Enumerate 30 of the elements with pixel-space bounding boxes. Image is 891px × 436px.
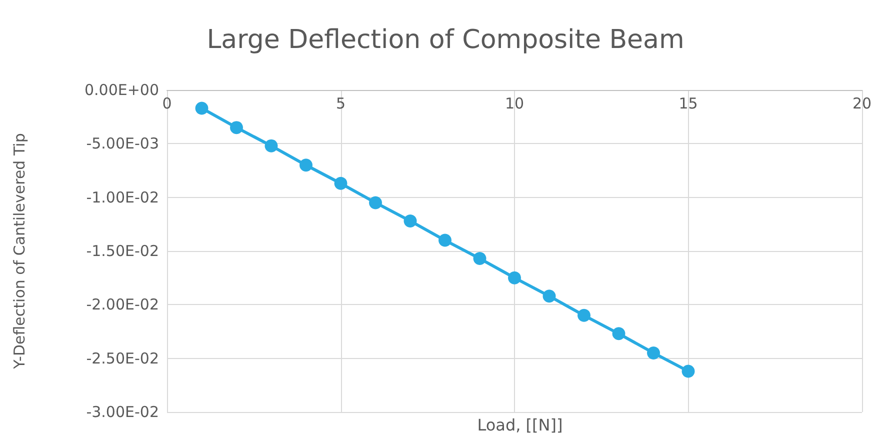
- point: [404, 214, 417, 228]
- y-tick-label: -2.50E-02: [86, 349, 159, 368]
- point: [647, 346, 660, 360]
- point: [195, 102, 208, 115]
- y-tick-label: 0.00E+00: [84, 81, 159, 99]
- x-tick-label: 20: [852, 94, 872, 112]
- y-axis-title: Y-Deflection of Cantilevered Tip: [10, 133, 28, 370]
- point: [473, 252, 486, 266]
- x-tick-label: 10: [504, 94, 524, 112]
- y-tick-label: -2.00E-02: [86, 296, 159, 314]
- point: [230, 121, 243, 134]
- point: [369, 196, 382, 210]
- point: [334, 176, 348, 190]
- point: [300, 158, 312, 172]
- point: [612, 327, 626, 340]
- y-tick-label: -1.00E-02: [86, 188, 159, 206]
- point: [542, 290, 556, 303]
- x-tick-label: 0: [162, 94, 172, 112]
- point: [438, 234, 452, 247]
- x-axis-title: Load, [[N]]: [477, 416, 563, 434]
- y-tick-label: -1.50E-02: [86, 242, 159, 260]
- y-tick-label: -5.00E-03: [86, 134, 159, 153]
- chart-title: Large Deflection of Composite Beam: [206, 25, 684, 55]
- x-tick-label: 5: [336, 94, 346, 112]
- point: [578, 308, 590, 322]
- point: [264, 139, 278, 152]
- x-tick-label: 15: [678, 94, 698, 112]
- point: [508, 271, 521, 284]
- point: [682, 364, 695, 378]
- y-tick-label: -3.00E-02: [86, 403, 159, 421]
